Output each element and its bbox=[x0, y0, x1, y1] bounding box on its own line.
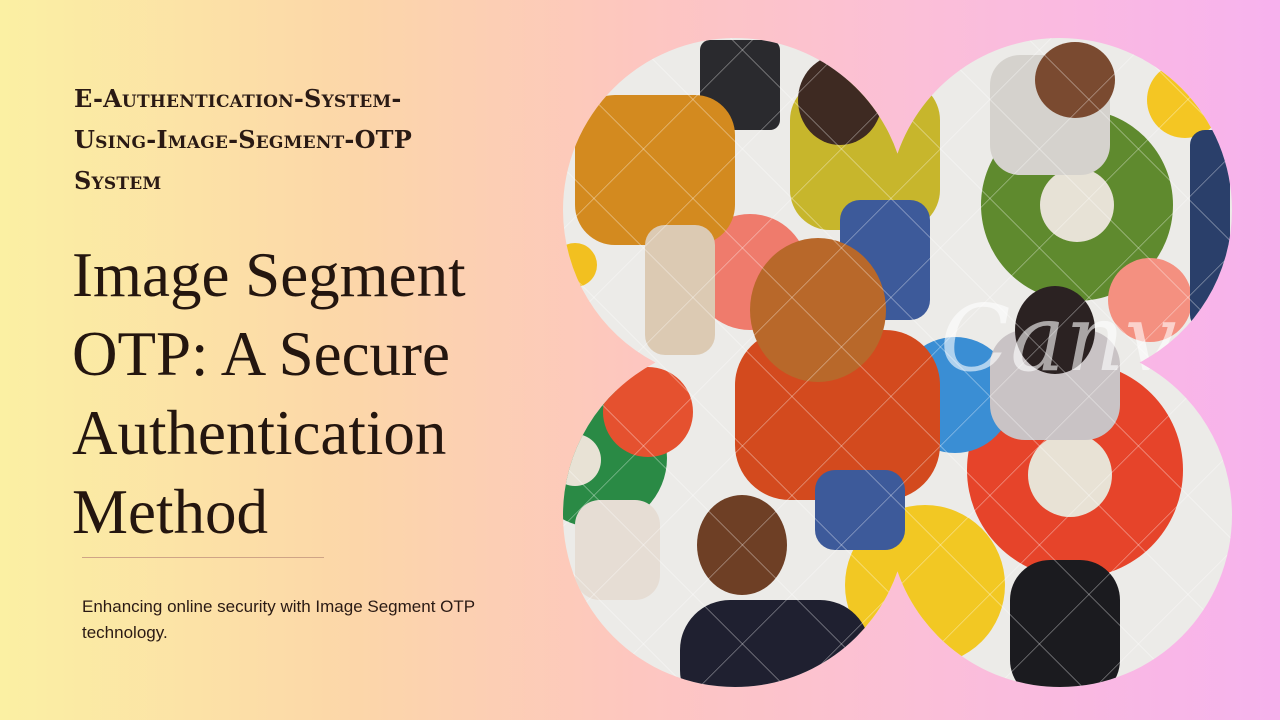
slide-subtitle: Enhancing online security with Image Seg… bbox=[82, 597, 475, 642]
slide-title: Image Segment OTP: A Secure Authenticati… bbox=[72, 240, 466, 547]
project-name-heading: E-Authentication-System-Using-Image-Segm… bbox=[74, 84, 412, 195]
watermark-text: Canva bbox=[940, 285, 1231, 392]
title-divider bbox=[82, 557, 324, 558]
